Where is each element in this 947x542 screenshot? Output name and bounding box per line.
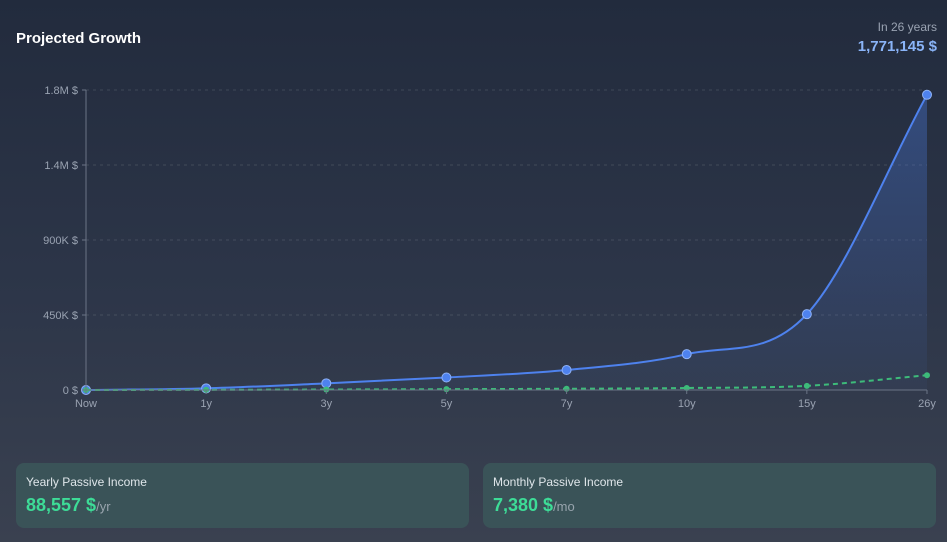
yearly-income-card: Yearly Passive Income 88,557 $/yr: [16, 463, 469, 528]
x-tick-label-0: Now: [75, 398, 97, 410]
series-0-line: [85, 94, 928, 391]
y-tick-label-2: 900K $: [43, 235, 78, 247]
x-tick-label-1: 1y: [200, 398, 212, 410]
series-1-point-3[interactable]: [443, 386, 450, 393]
series-0-point-6[interactable]: [801, 309, 812, 320]
projection-horizon-label: In 26 years: [877, 20, 937, 34]
x-tick-label-7: 26y: [918, 398, 936, 410]
yearly-income-value-row: 88,557 $/yr: [26, 495, 459, 516]
x-tick-label-3: 5y: [441, 398, 453, 410]
series-1-point-6[interactable]: [803, 382, 810, 389]
series-0-point-2[interactable]: [321, 378, 332, 389]
monthly-income-value: 7,380 $: [493, 495, 554, 515]
y-tick-label-3: 1.4M $: [44, 160, 78, 172]
growth-chart: 0 $ 450K $ 900K $ 1.4M $ 1.8M $ Now 1y 3y 5y 7y 10…: [43, 85, 936, 410]
x-tick-label-5: 10y: [678, 398, 696, 410]
series-0-point-5[interactable]: [681, 349, 692, 360]
x-tick-label-4: 7y: [561, 398, 573, 410]
projection-summary: In 26 years 1,771,145 $: [858, 20, 937, 55]
y-tick-label-4: 1.8M $: [44, 85, 78, 97]
monthly-income-card: Monthly Passive Income 7,380 $/mo: [483, 463, 936, 528]
y-tick-label-1: 450K $: [43, 310, 78, 322]
x-tick-label-6: 15y: [798, 398, 816, 410]
monthly-income-unit: /mo: [553, 499, 575, 514]
series-0-area: [86, 94, 927, 390]
projected-total-value: 1,771,145 $: [857, 38, 937, 55]
series-0-point-4[interactable]: [561, 365, 572, 375]
series-0-point-3[interactable]: [441, 372, 452, 383]
series-1-point-7[interactable]: [924, 372, 930, 379]
series-0-point-7[interactable]: [922, 89, 932, 100]
y-tick-label-0: 0 $: [63, 385, 78, 397]
chart-title: Projected Growth: [16, 30, 142, 47]
yearly-income-label: Yearly Passive Income: [26, 475, 147, 489]
monthly-income-value-row: 7,380 $/mo: [493, 495, 926, 516]
x-tick-label-2: 3y: [320, 398, 332, 410]
monthly-income-label: Monthly Passive Income: [493, 475, 624, 489]
yearly-income-value: 88,557 $: [26, 495, 97, 515]
yearly-income-unit: /yr: [96, 499, 111, 514]
